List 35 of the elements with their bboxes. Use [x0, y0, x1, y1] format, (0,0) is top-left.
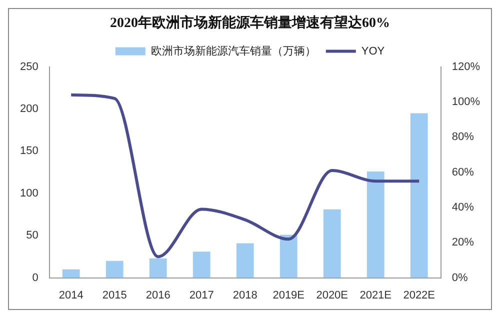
x-tick-label: 2019E: [272, 289, 305, 302]
bar: [149, 258, 167, 278]
x-tick-label: 2022E: [403, 289, 436, 302]
y2-tick-label: 100%: [452, 96, 480, 108]
legend-label: YOY: [361, 45, 386, 58]
y-tick-label: 250: [20, 60, 38, 73]
y-tick-label: 0: [32, 272, 38, 284]
y-tick-label: 200: [20, 103, 38, 116]
y2-tick-label: 60%: [452, 166, 474, 178]
x-tick-label: 2021E: [360, 289, 392, 302]
x-tick-label: 2020E: [316, 289, 348, 302]
x-tick-label: 2015: [102, 289, 127, 302]
bar: [236, 243, 254, 278]
y2-tick-label: 40%: [452, 202, 474, 214]
y2-tick-label: 20%: [452, 236, 474, 249]
y2-tick-label: 0%: [452, 272, 468, 284]
y2-tick-label: 120%: [452, 60, 480, 73]
y2-tick-label: 80%: [452, 131, 474, 144]
bar: [366, 171, 384, 278]
bar: [280, 234, 298, 278]
bar: [323, 209, 341, 278]
x-tick-label: 2014: [58, 289, 84, 302]
chart-title: 2020年欧洲市场新能源车销量增速有望达60%: [110, 14, 390, 32]
bar: [62, 269, 80, 278]
x-tick-label: 2018: [232, 289, 258, 302]
bar: [410, 113, 428, 278]
bar: [106, 260, 124, 278]
legend-label: 欧洲市场新能源汽车销量（万辆）: [150, 44, 316, 58]
line-series: [70, 93, 421, 258]
x-tick-label: 2016: [146, 289, 170, 302]
y-tick-label: 150: [20, 145, 38, 158]
bar: [192, 252, 210, 278]
x-tick-label: 2017: [189, 289, 214, 302]
y-tick-label: 50: [26, 230, 38, 242]
y-tick-label: 100: [20, 187, 38, 200]
